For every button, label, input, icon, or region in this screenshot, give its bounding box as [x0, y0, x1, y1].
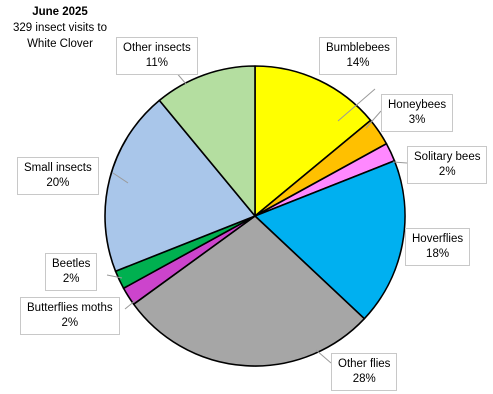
slice-label-pct: 20%	[46, 177, 70, 189]
slice-label-pct: 28%	[352, 373, 376, 385]
label-leader-line	[337, 88, 376, 122]
slice-label-pct: 2%	[61, 317, 79, 329]
slice-label-other-flies: Other flies 28%	[331, 353, 398, 391]
label-leader-line	[365, 110, 382, 129]
label-leader-line	[392, 161, 408, 164]
slice-label-other-insects: Other insects 11%	[116, 37, 198, 75]
slice-label-name: Beetles	[52, 258, 91, 270]
slice-label-beetles: Beetles 2%	[45, 253, 98, 291]
slice-label-name: Solitary bees	[414, 151, 481, 163]
slice-label-small-insects: Small insects 20%	[17, 157, 99, 195]
pie-slice-other-flies	[132, 215, 366, 367]
slice-label-name: Small insects	[24, 162, 92, 174]
pie-slice-other-insects	[158, 65, 256, 217]
slice-label-name: Bumblebees	[326, 42, 390, 54]
chart-title-block: June 2025 329 insect visits to White Clo…	[4, 4, 116, 52]
chart-subtitle-line-2: White Clover	[27, 38, 93, 50]
label-leader-line	[124, 299, 137, 310]
slice-label-pct: 11%	[145, 57, 168, 69]
label-leader-line	[315, 349, 332, 364]
slice-label-name: Other flies	[338, 358, 391, 370]
pie-slice-bumblebees	[254, 65, 372, 217]
slice-label-honeybees: Honeybees 3%	[381, 94, 454, 132]
slice-label-pct: 14%	[346, 57, 370, 69]
slice-label-pct: 3%	[408, 114, 426, 126]
slice-label-name: Honeybees	[388, 99, 447, 111]
label-leader-line	[112, 172, 129, 184]
slice-label-hoverflies: Hoverflies 18%	[405, 228, 471, 266]
slice-label-pct: 18%	[426, 248, 450, 260]
label-leader-line	[106, 274, 123, 279]
slice-label-name: Butterflies moths	[27, 302, 113, 314]
slice-label-name: Hoverflies	[412, 233, 464, 245]
pie-slice-small-insects	[104, 99, 256, 273]
slice-label-pct: 2%	[62, 273, 80, 285]
chart-subtitle-line-1: 329 insect visits to	[13, 22, 107, 34]
slice-label-solitary-bees: Solitary bees 2%	[407, 146, 488, 184]
chart-title: June 2025	[32, 6, 88, 18]
slice-label-pct: 2%	[438, 166, 456, 178]
pie-slice-hoverflies	[254, 159, 406, 320]
slice-label-name: Other insects	[123, 42, 191, 54]
slice-label-butterflies-moths: Butterflies moths 2%	[20, 297, 120, 335]
slice-label-bumblebees: Bumblebees 14%	[319, 37, 397, 75]
